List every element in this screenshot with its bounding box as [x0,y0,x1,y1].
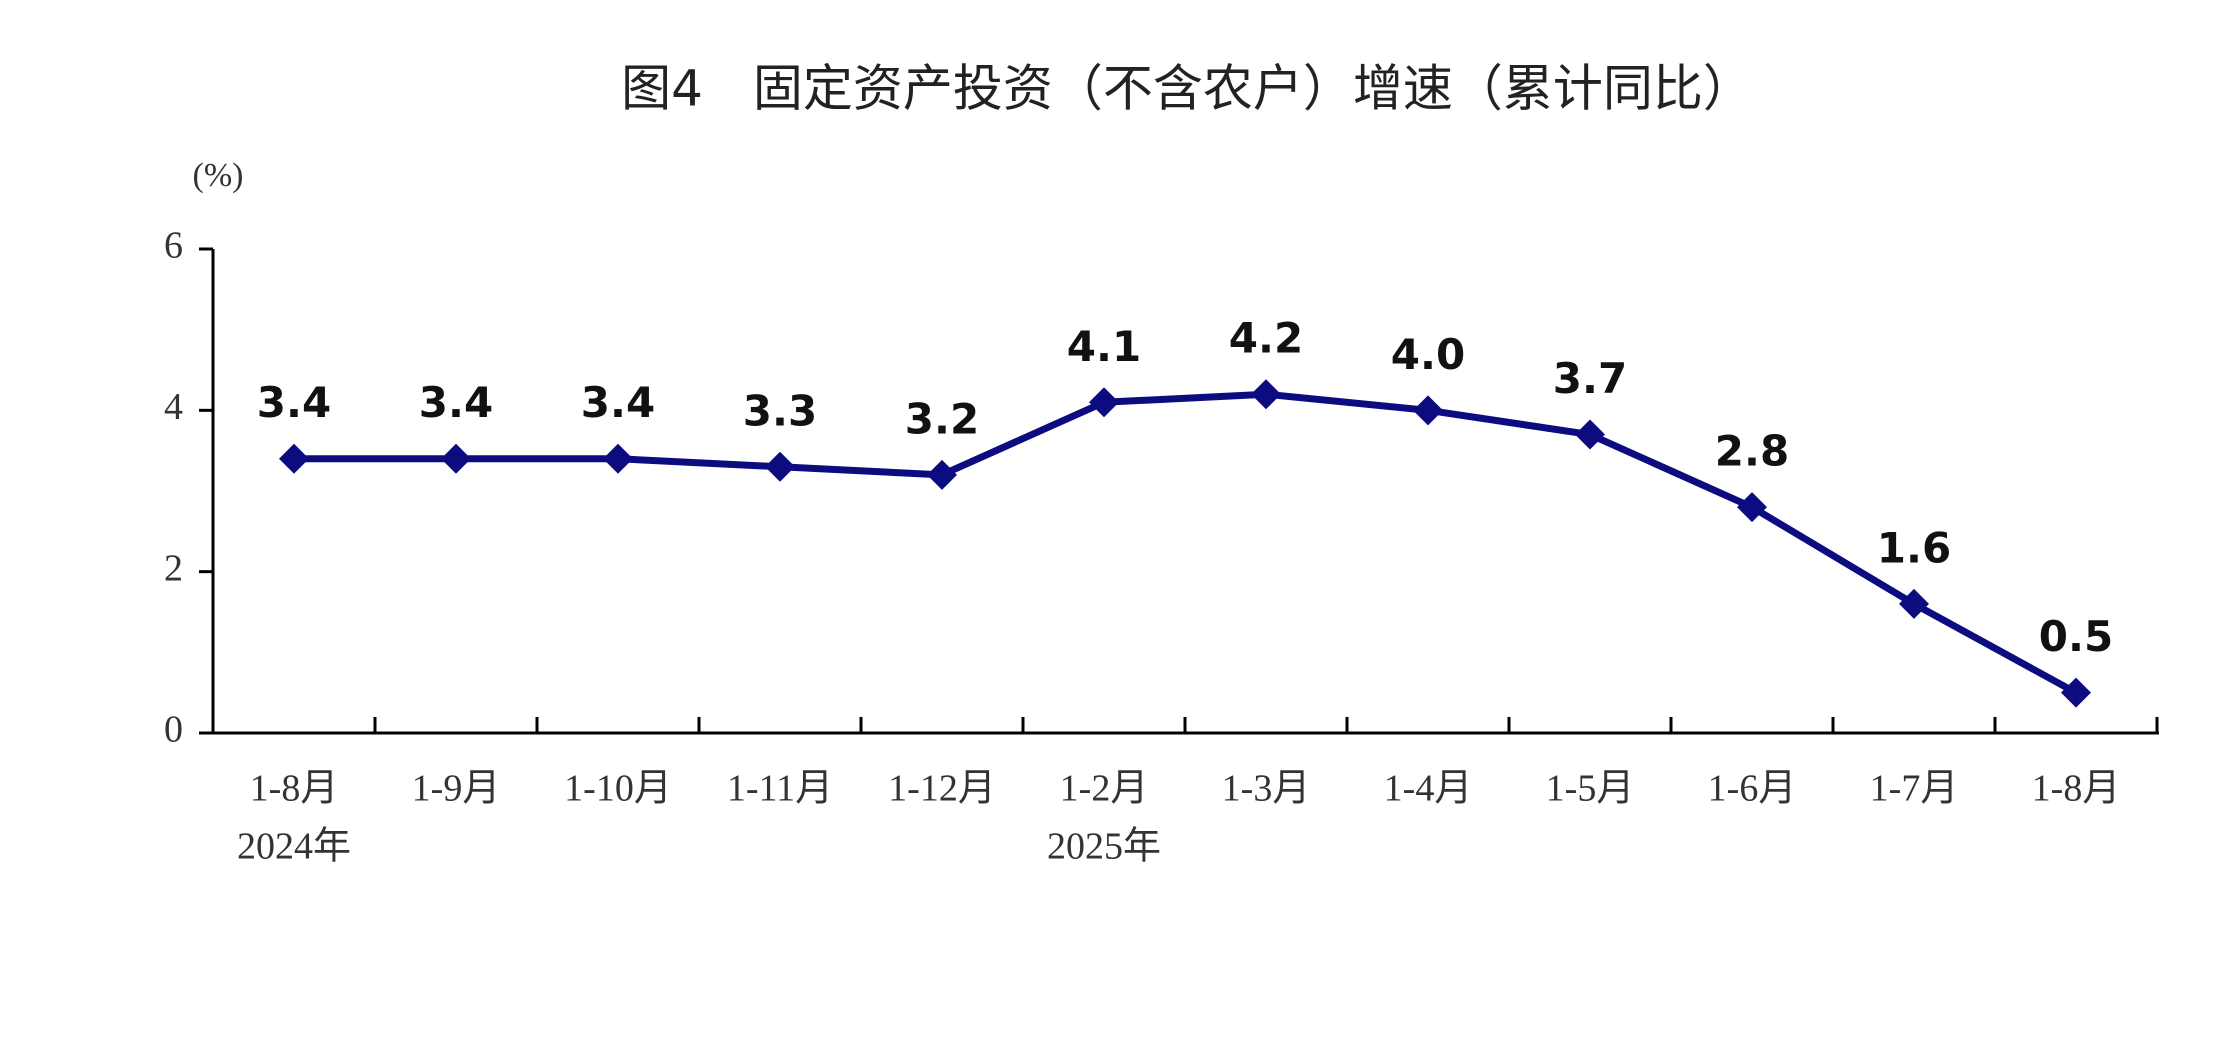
x-tick-label: 1-6月 [1708,768,1797,810]
x-tick-label: 1-2月 [1060,768,1149,810]
x-tick-label: 1-8月 [2032,768,2121,810]
marker [1089,387,1119,418]
marker [1899,588,1929,619]
x-tick-label: 1-8月 [250,768,339,810]
value-label: 2.8 [1715,427,1789,476]
x-tick-label: 1-10月 [564,768,672,810]
y-tick-label: 4 [164,386,183,428]
value-label: 4.1 [1067,322,1141,371]
marker [927,459,957,490]
x-tick-label: 1-3月 [1222,768,1311,810]
x-group-label: 2025年 [1047,826,1161,868]
marker [603,443,633,474]
marker [1413,395,1443,426]
line [294,390,2078,696]
y-tick-label: 0 [164,709,183,751]
marker [1575,419,1605,450]
value-label: 3.7 [1553,354,1627,403]
marker [1737,492,1767,523]
x-tick-label: 1-12月 [888,768,996,810]
value-label: 3.3 [743,386,817,435]
marker [441,443,471,474]
y-unit-label: (%) [193,157,244,194]
value-label: 3.4 [419,378,493,427]
marker [279,443,309,474]
x-tick-label: 1-9月 [412,768,501,810]
chart-title: 图4 固定资产投资（不含农户）增速（累计同比） [621,60,1753,118]
marker [2061,677,2091,708]
value-label: 0.5 [2039,612,2113,661]
x-tick-label: 1-4月 [1384,768,1473,810]
value-label: 4.2 [1229,314,1303,363]
value-label: 3.2 [905,394,979,443]
y-tick-label: 6 [164,225,183,267]
x-tick-label: 1-5月 [1546,768,1635,810]
value-label: 3.4 [257,378,331,427]
marker [1251,379,1281,410]
x-tick-label: 1-7月 [1870,768,1959,810]
x-tick-label: 1-11月 [727,768,833,810]
y-tick-label: 2 [164,547,183,589]
x-group-label: 2024年 [237,826,351,868]
value-label: 4.0 [1391,330,1465,379]
marker [765,451,795,482]
value-label: 3.4 [581,378,655,427]
value-label: 1.6 [1877,523,1951,572]
